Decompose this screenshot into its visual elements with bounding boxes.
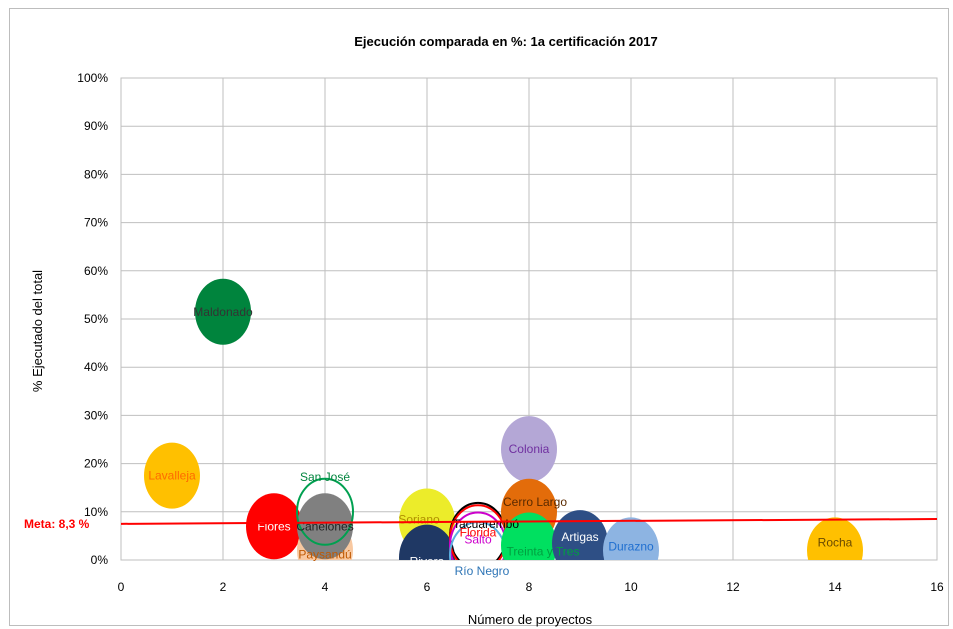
bubble-lavalleja — [144, 442, 200, 509]
x-tick-label: 14 — [828, 580, 842, 594]
y-tick-label: 60% — [84, 264, 108, 278]
meta-label: Meta: 8,3 % — [24, 517, 90, 531]
y-tick-label: 100% — [77, 71, 108, 85]
bubble-rivera — [399, 524, 455, 560]
bubble-label-layer: Lavalleja Maldonado Flores Paysandú Canelone… — [148, 305, 852, 578]
bubble-label-flores: Flores — [257, 519, 290, 533]
bubble-label-lavalleja: Lavalleja — [148, 469, 196, 483]
bubble-treinta-y-tres — [501, 512, 557, 560]
bubble-label-paysand-: Paysandú — [298, 547, 351, 561]
bubble-label-treinta-y-tres: Treinta y Tres — [507, 545, 580, 559]
y-tick-label: 40% — [84, 360, 108, 374]
x-axis-label: Número de proyectos — [468, 612, 593, 627]
x-tick-label: 6 — [424, 580, 431, 594]
bubble-label-san-jos-: San José — [300, 470, 350, 484]
bubble-label-maldonado: Maldonado — [193, 305, 253, 319]
bubble-label-cerro-largo: Cerro Largo — [503, 495, 567, 509]
bubble-label-soriano: Soriano — [398, 512, 440, 526]
bubble-canelones — [297, 493, 353, 560]
y-axis-label: % Ejecutado del total — [30, 270, 45, 392]
y-tick-label: 0% — [91, 553, 109, 567]
bubble-label-rivera: Rivera — [410, 555, 445, 569]
y-tick-label: 10% — [84, 505, 108, 519]
y-tick-label: 80% — [84, 167, 108, 181]
y-tick-label: 70% — [84, 216, 108, 230]
y-tick-label: 30% — [84, 408, 108, 422]
x-tick-label: 10 — [624, 580, 638, 594]
x-tick-label: 4 — [322, 580, 329, 594]
bubble-label-tacuaremb-: Tacuarembó — [453, 517, 519, 531]
y-tick-label: 20% — [84, 457, 108, 471]
bubble-label-canelones: Canelones — [296, 519, 353, 533]
bubbles: Lavalleja Maldonado Flores Paysandú Canelone… — [144, 278, 863, 578]
y-tick-label: 50% — [84, 312, 108, 326]
axis-ticks: 0% 10% 20% 30% 40% 50% 60% 70% 80% 90% 100% 0 2 4 6 8 10… — [77, 71, 944, 594]
bubble-label-colonia: Colonia — [509, 442, 550, 456]
bubble-label-durazno: Durazno — [608, 539, 654, 553]
x-tick-label: 8 — [526, 580, 533, 594]
bubble-layer — [144, 278, 863, 560]
bubble-rocha — [807, 517, 863, 560]
bubble-san-jos- — [296, 477, 354, 546]
bubble-label-artigas: Artigas — [561, 530, 598, 544]
meta-line — [120, 518, 938, 525]
meta-reference-line: Meta: 8,3 % — [24, 517, 938, 531]
bubble-maldonado — [195, 278, 251, 345]
chart-grid — [120, 77, 938, 561]
y-tick-label: 90% — [84, 119, 108, 133]
x-tick-label: 12 — [726, 580, 740, 594]
bubble-colonia — [501, 416, 557, 483]
bubble-durazno — [603, 517, 659, 560]
bubble-label-salto: Salto — [464, 533, 492, 547]
x-tick-label: 0 — [118, 580, 125, 594]
bubble-label-florida: Florida — [460, 525, 497, 539]
bubble-artigas — [552, 510, 608, 560]
x-tick-label: 16 — [930, 580, 944, 594]
chart-title: Ejecución comparada en %: 1a certificaci… — [354, 34, 657, 49]
bubble-flores — [246, 493, 302, 560]
bubble-label-r-o-negro: Río Negro — [455, 564, 510, 578]
bubble-label-rocha: Rocha — [818, 535, 853, 549]
x-tick-label: 2 — [220, 580, 227, 594]
